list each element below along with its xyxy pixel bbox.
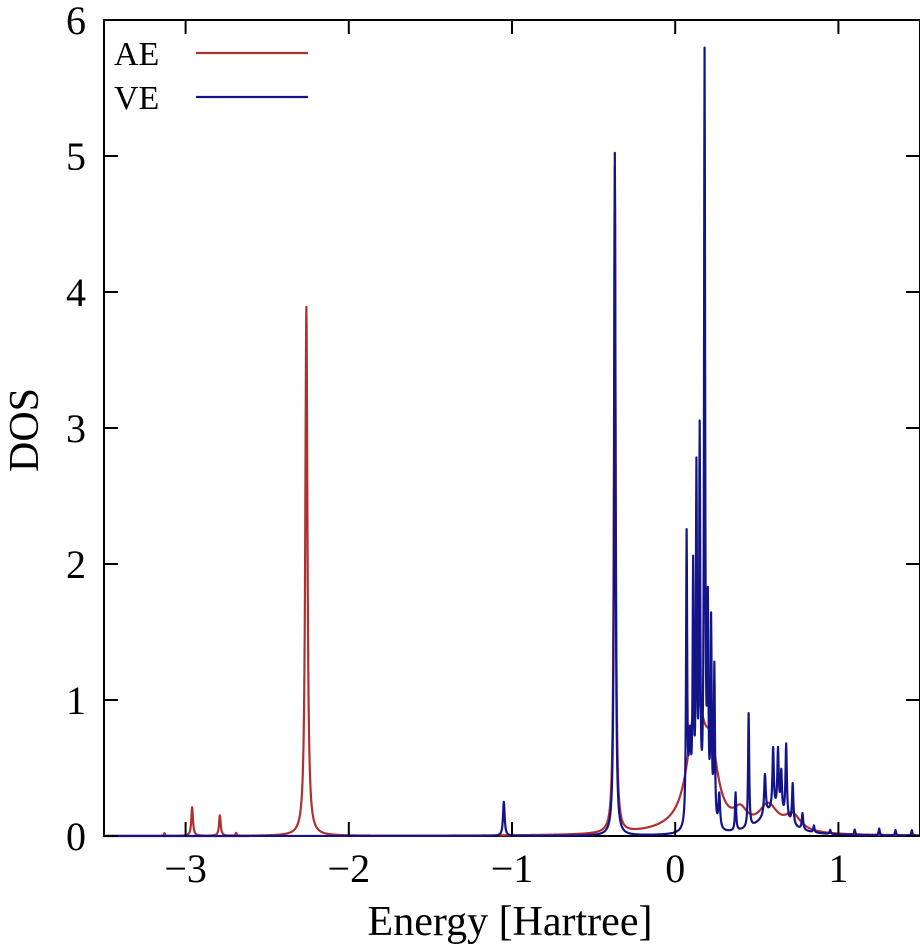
series-line-ae: [103, 165, 920, 837]
legend: AE VE: [114, 36, 308, 117]
series-layer: [103, 46, 920, 838]
y-tick-label: 3: [66, 406, 86, 451]
legend-label: VE: [114, 80, 159, 117]
y-tick-label: 1: [66, 678, 86, 723]
x-tick-label: 0: [665, 846, 685, 891]
legend-label: AE: [114, 36, 159, 73]
x-axis-title: Energy [Hartree]: [368, 899, 653, 945]
y-tick-label: 5: [66, 134, 86, 179]
tick-layer: −3 −2 −1 0 1 0 1 2 3 4 5 6: [66, 0, 920, 891]
y-tick-label: 4: [66, 270, 86, 315]
y-tick-label: 6: [66, 0, 86, 43]
y-tick-label: 2: [66, 542, 86, 587]
y-tick-label: 0: [66, 814, 86, 859]
x-tick-label: −1: [491, 846, 534, 891]
x-tick-label: 1: [828, 846, 848, 891]
series-line-ve: [103, 46, 920, 838]
y-axis-title: DOS: [2, 388, 48, 472]
x-tick-label: −2: [328, 846, 371, 891]
x-tick-label: −3: [164, 846, 207, 891]
plot-frame: [103, 19, 920, 837]
